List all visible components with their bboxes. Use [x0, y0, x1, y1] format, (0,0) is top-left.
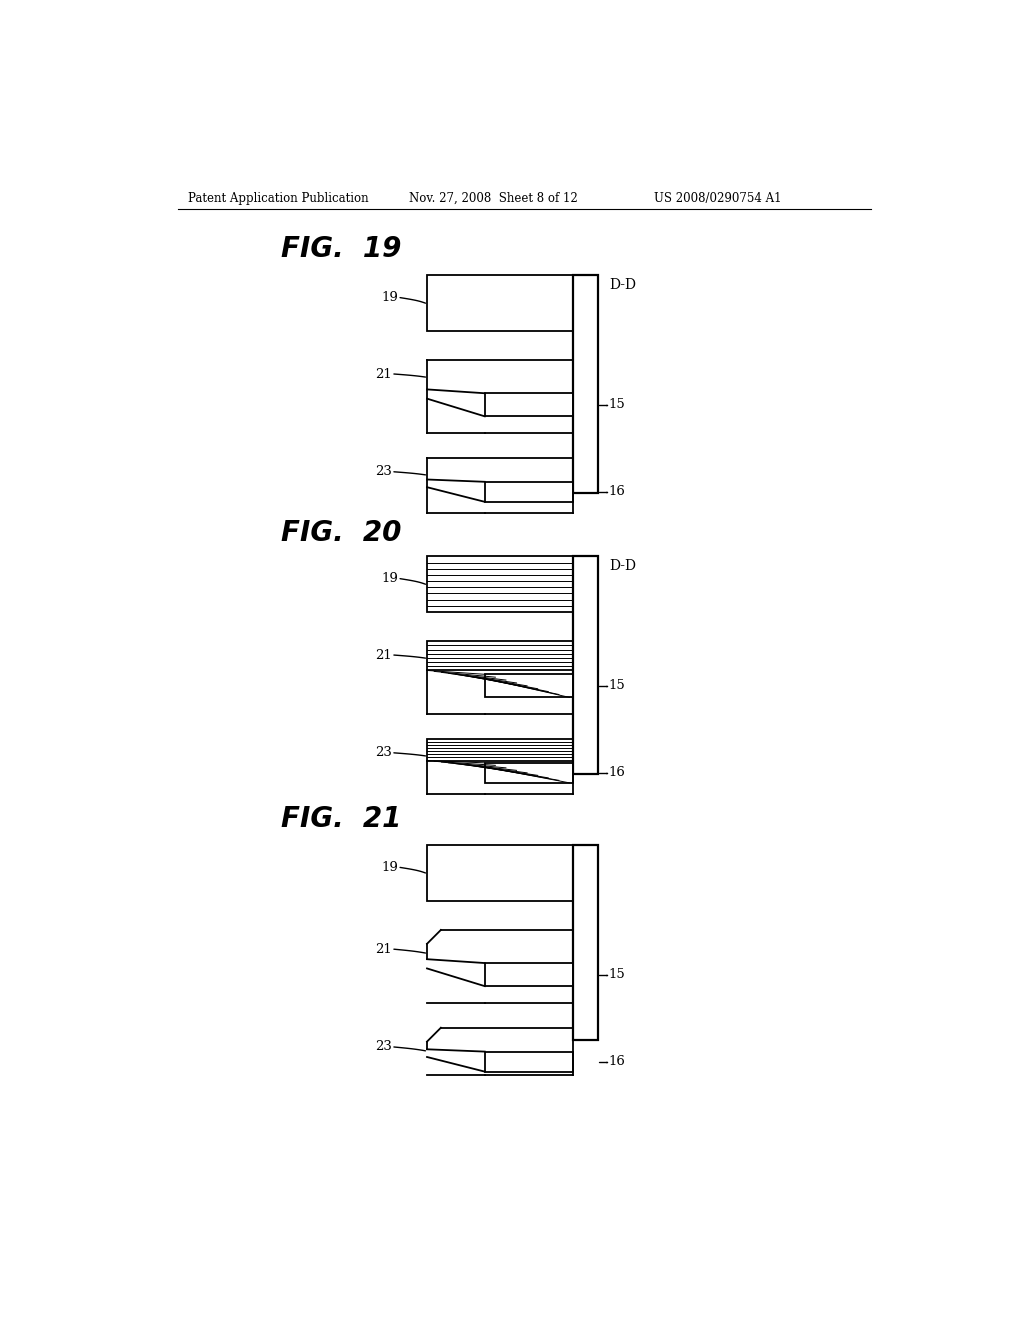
- Text: 23: 23: [376, 465, 392, 478]
- Text: 23: 23: [376, 746, 392, 759]
- Bar: [484, 393, 572, 416]
- Text: 21: 21: [376, 648, 392, 661]
- Text: Patent Application Publication: Patent Application Publication: [188, 191, 369, 205]
- Text: 19: 19: [382, 861, 398, 874]
- Text: 15: 15: [608, 968, 625, 981]
- Bar: [427, 276, 573, 331]
- Bar: [484, 1052, 572, 1072]
- Text: FIG.  20: FIG. 20: [281, 519, 401, 546]
- Bar: [573, 845, 598, 1040]
- Bar: [427, 845, 573, 900]
- Text: FIG.  19: FIG. 19: [281, 235, 401, 264]
- Bar: [427, 557, 573, 612]
- Text: 19: 19: [382, 292, 398, 304]
- Bar: [427, 642, 573, 671]
- Bar: [484, 964, 572, 986]
- Text: 15: 15: [608, 399, 625, 412]
- Text: 16: 16: [608, 486, 625, 499]
- Bar: [484, 763, 572, 783]
- Text: 21: 21: [376, 942, 392, 956]
- Text: D-D: D-D: [609, 558, 637, 573]
- Text: 16: 16: [608, 1055, 625, 1068]
- Bar: [427, 739, 573, 760]
- Text: 19: 19: [382, 572, 398, 585]
- Text: FIG.  21: FIG. 21: [281, 805, 401, 833]
- Text: Nov. 27, 2008  Sheet 8 of 12: Nov. 27, 2008 Sheet 8 of 12: [410, 191, 579, 205]
- Text: US 2008/0290754 A1: US 2008/0290754 A1: [654, 191, 781, 205]
- Bar: [573, 557, 598, 775]
- Bar: [484, 482, 572, 502]
- Text: 21: 21: [376, 367, 392, 380]
- Bar: [484, 675, 572, 697]
- Text: 23: 23: [376, 1040, 392, 1053]
- Text: D-D: D-D: [609, 277, 637, 292]
- Bar: [573, 276, 598, 494]
- Text: 16: 16: [608, 767, 625, 779]
- Text: 15: 15: [608, 680, 625, 693]
